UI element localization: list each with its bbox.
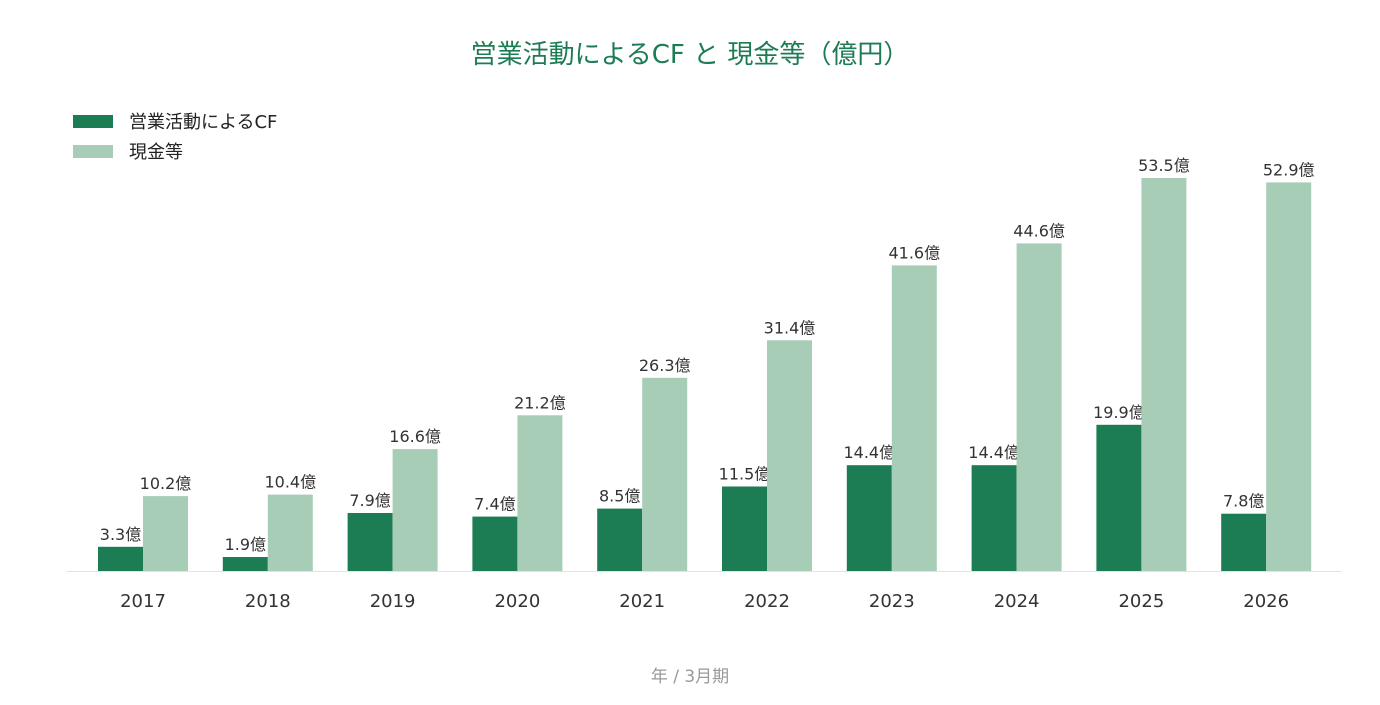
data-label-cash-2020: 21.2億 bbox=[514, 393, 566, 412]
legend-item-operating-cf: 営業活動によるCF bbox=[73, 106, 277, 136]
data-label-operating-cf-2023: 14.4億 bbox=[843, 443, 895, 462]
bar-cash-2021 bbox=[642, 377, 688, 571]
data-label-cash-2018: 10.4億 bbox=[264, 473, 316, 492]
bar-cash-2020 bbox=[517, 415, 563, 571]
data-label-cash-2019: 16.6億 bbox=[389, 427, 441, 446]
bar-cash-2019 bbox=[392, 449, 438, 571]
bar-cash-2023 bbox=[891, 265, 937, 571]
legend-label-cash: 現金等 bbox=[129, 142, 183, 163]
bar-operating-cf-2021 bbox=[597, 508, 643, 571]
data-label-operating-cf-2020: 7.4億 bbox=[474, 495, 515, 514]
data-label-cash-2022: 31.4億 bbox=[764, 318, 816, 337]
data-label-operating-cf-2017: 3.3億 bbox=[100, 525, 141, 544]
x-tick-label-2023: 2023 bbox=[869, 591, 915, 612]
x-tick-label-2021: 2021 bbox=[619, 591, 665, 612]
data-label-cash-2025: 53.5億 bbox=[1138, 156, 1190, 175]
bar-operating-cf-2026 bbox=[1221, 513, 1267, 571]
bar-operating-cf-2019 bbox=[347, 513, 393, 571]
bar-cash-2025 bbox=[1141, 178, 1187, 571]
x-tick-label-2020: 2020 bbox=[494, 591, 540, 612]
data-label-cash-2024: 44.6億 bbox=[1013, 221, 1065, 240]
legend-swatch-operating-cf bbox=[73, 114, 113, 128]
x-axis-label: 年 / 3月期 bbox=[650, 667, 730, 687]
bar-operating-cf-2022 bbox=[722, 486, 767, 571]
legend: 営業活動によるCF 現金等 bbox=[73, 106, 277, 166]
legend-swatch-cash bbox=[73, 144, 113, 158]
x-tick-label-2019: 2019 bbox=[370, 591, 416, 612]
data-label-operating-cf-2025: 19.9億 bbox=[1093, 403, 1145, 422]
data-label-operating-cf-2018: 1.9億 bbox=[225, 535, 266, 554]
bar-cash-2018 bbox=[267, 494, 313, 571]
x-tick-label-2026: 2026 bbox=[1243, 591, 1289, 612]
x-tick-label-2018: 2018 bbox=[245, 591, 291, 612]
data-label-cash-2026: 52.9億 bbox=[1263, 160, 1315, 179]
x-tick-label-2025: 2025 bbox=[1118, 591, 1164, 612]
bar-operating-cf-2025 bbox=[1096, 424, 1142, 571]
chart-title: 営業活動によるCF と 現金等（億円） bbox=[470, 40, 910, 70]
data-label-operating-cf-2022: 11.5億 bbox=[719, 465, 771, 484]
bar-operating-cf-2017 bbox=[98, 546, 143, 571]
bar-operating-cf-2023 bbox=[846, 465, 892, 571]
data-label-operating-cf-2021: 8.5億 bbox=[599, 487, 640, 506]
x-tick-label-2017: 2017 bbox=[120, 591, 166, 612]
bar-operating-cf-2020 bbox=[472, 516, 518, 571]
x-tick-label-2022: 2022 bbox=[744, 591, 790, 612]
bar-cash-2026 bbox=[1266, 182, 1312, 571]
data-label-operating-cf-2026: 7.8億 bbox=[1223, 492, 1264, 511]
x-tick-label-2024: 2024 bbox=[994, 591, 1040, 612]
bar-cash-2024 bbox=[1016, 243, 1062, 571]
bar-operating-cf-2018 bbox=[222, 557, 268, 571]
legend-item-cash: 現金等 bbox=[73, 136, 277, 166]
data-label-operating-cf-2019: 7.9億 bbox=[349, 491, 390, 510]
data-label-operating-cf-2024: 14.4億 bbox=[968, 443, 1020, 462]
data-label-cash-2023: 41.6億 bbox=[888, 243, 940, 262]
bar-cash-2017 bbox=[143, 496, 188, 571]
bar-cash-2022 bbox=[767, 340, 812, 571]
bar-operating-cf-2024 bbox=[971, 465, 1017, 571]
data-label-cash-2021: 26.3億 bbox=[639, 356, 691, 375]
legend-label-operating-cf: 営業活動によるCF bbox=[129, 112, 278, 133]
data-label-cash-2017: 10.2億 bbox=[140, 474, 192, 493]
